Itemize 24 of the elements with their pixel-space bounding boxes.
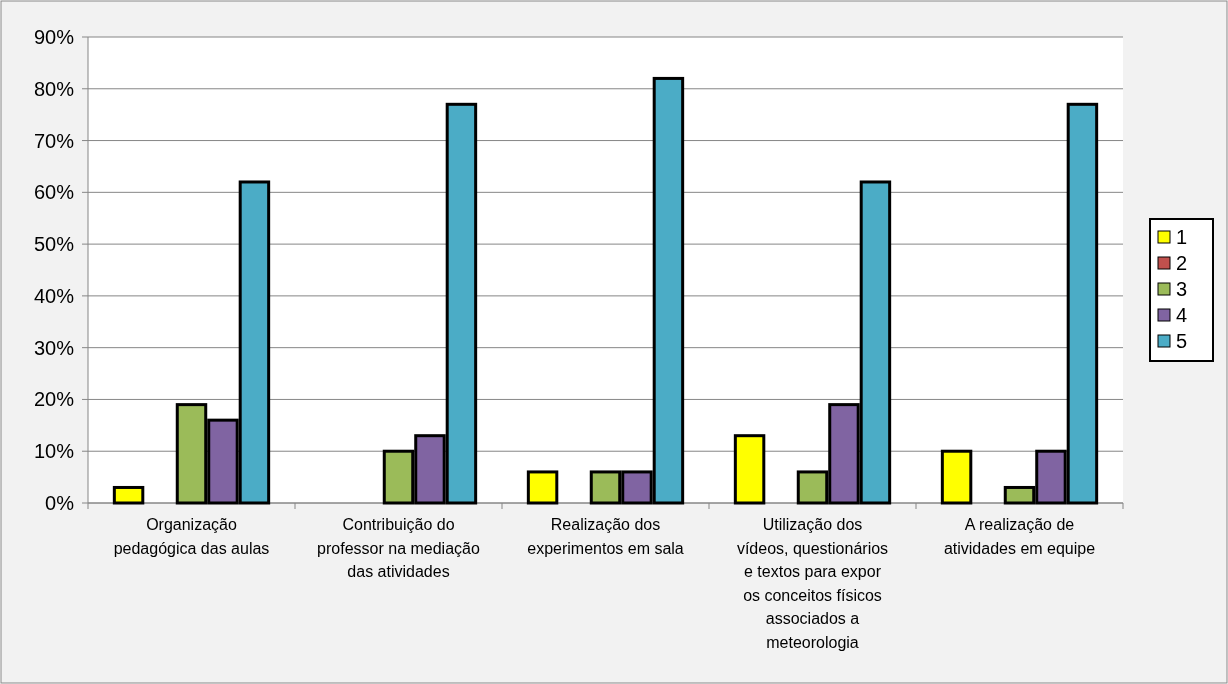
bar bbox=[112, 485, 145, 505]
x-tick-label: Contribuição do professor na mediação das atividades bbox=[317, 516, 480, 580]
bar bbox=[733, 434, 766, 505]
x-tick-label: Utilização dos vídeos, questionários e textos para expor os conceitos físicos associados a meteorologia bbox=[736, 516, 889, 651]
legend-label: 2 bbox=[1176, 252, 1188, 274]
y-tick-label: 50% bbox=[33, 233, 75, 256]
y-tick-label: 80% bbox=[33, 77, 75, 100]
y-tick-label: 30% bbox=[33, 336, 75, 359]
legend-label: 3 bbox=[1176, 278, 1188, 300]
legend-label: 1 bbox=[1176, 226, 1188, 248]
x-tick-label: Organização pedagógica das aulas bbox=[113, 516, 270, 557]
y-tick-label: 40% bbox=[33, 284, 75, 307]
x-tick-label: A realização de atividades em equipe bbox=[943, 516, 1096, 557]
legend-label: 5 bbox=[1176, 330, 1188, 352]
y-tick-label: 60% bbox=[33, 181, 75, 204]
y-tick-label: 10% bbox=[33, 440, 75, 463]
bar bbox=[526, 470, 559, 505]
bar bbox=[940, 449, 973, 505]
y-tick-label: 90% bbox=[33, 26, 75, 48]
y-tick-label: 70% bbox=[33, 129, 75, 152]
x-tick-label: Realização dos experimentos em sala bbox=[527, 516, 684, 557]
y-tick-label: 0% bbox=[45, 492, 75, 514]
y-tick-label: 20% bbox=[33, 388, 75, 411]
legend-label: 4 bbox=[1176, 304, 1188, 326]
